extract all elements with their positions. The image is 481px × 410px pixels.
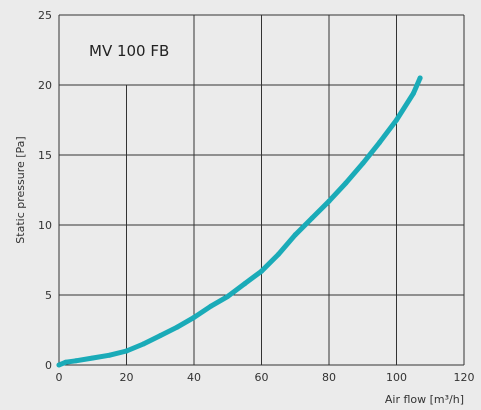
y-tick-label-25: 25 — [38, 9, 52, 22]
data-point — [174, 324, 180, 330]
chart-title: MV 100 FB — [89, 42, 169, 60]
data-point — [73, 358, 79, 364]
data-point — [107, 352, 113, 358]
data-point — [394, 117, 399, 123]
data-point — [124, 348, 129, 354]
y-tick-labels: 0 5 10 15 20 25 — [38, 9, 52, 372]
data-point — [56, 362, 62, 368]
y-tick-label-0: 0 — [45, 359, 52, 372]
data-point — [208, 303, 214, 309]
data-point — [326, 198, 332, 204]
x-tick-label-120: 120 — [454, 371, 475, 384]
data-point — [417, 75, 423, 81]
data-point — [309, 215, 315, 221]
x-tick-label-40: 40 — [187, 371, 201, 384]
data-point — [343, 180, 349, 186]
data-point — [275, 251, 281, 257]
y-tick-label-10: 10 — [38, 219, 52, 232]
data-point — [410, 90, 416, 96]
data-point — [63, 359, 69, 365]
x-tick-label-100: 100 — [386, 371, 407, 384]
data-point — [292, 232, 298, 238]
x-tick-labels: 0 20 40 60 80 100 120 — [56, 371, 475, 384]
data-point — [225, 293, 231, 299]
y-tick-label-5: 5 — [45, 289, 52, 302]
x-tick-label-60: 60 — [255, 371, 269, 384]
data-point — [360, 160, 366, 166]
data-point — [242, 281, 248, 287]
x-tick-label-0: 0 — [56, 371, 63, 384]
data-point — [157, 333, 163, 339]
grid — [58, 14, 465, 366]
series-line — [56, 75, 423, 368]
y-axis-label: Static pressure [Pa] — [14, 136, 27, 243]
y-tick-label-20: 20 — [38, 79, 52, 92]
data-point — [90, 355, 96, 361]
data-point — [191, 314, 197, 320]
y-tick-label-15: 15 — [38, 149, 52, 162]
data-points — [56, 75, 423, 368]
x-tick-label-80: 80 — [322, 371, 336, 384]
x-tick-label-20: 20 — [120, 371, 134, 384]
data-point — [259, 268, 264, 274]
data-point — [140, 341, 146, 347]
x-axis-label: Air flow [m³/h] — [385, 393, 464, 406]
data-point — [377, 139, 383, 145]
